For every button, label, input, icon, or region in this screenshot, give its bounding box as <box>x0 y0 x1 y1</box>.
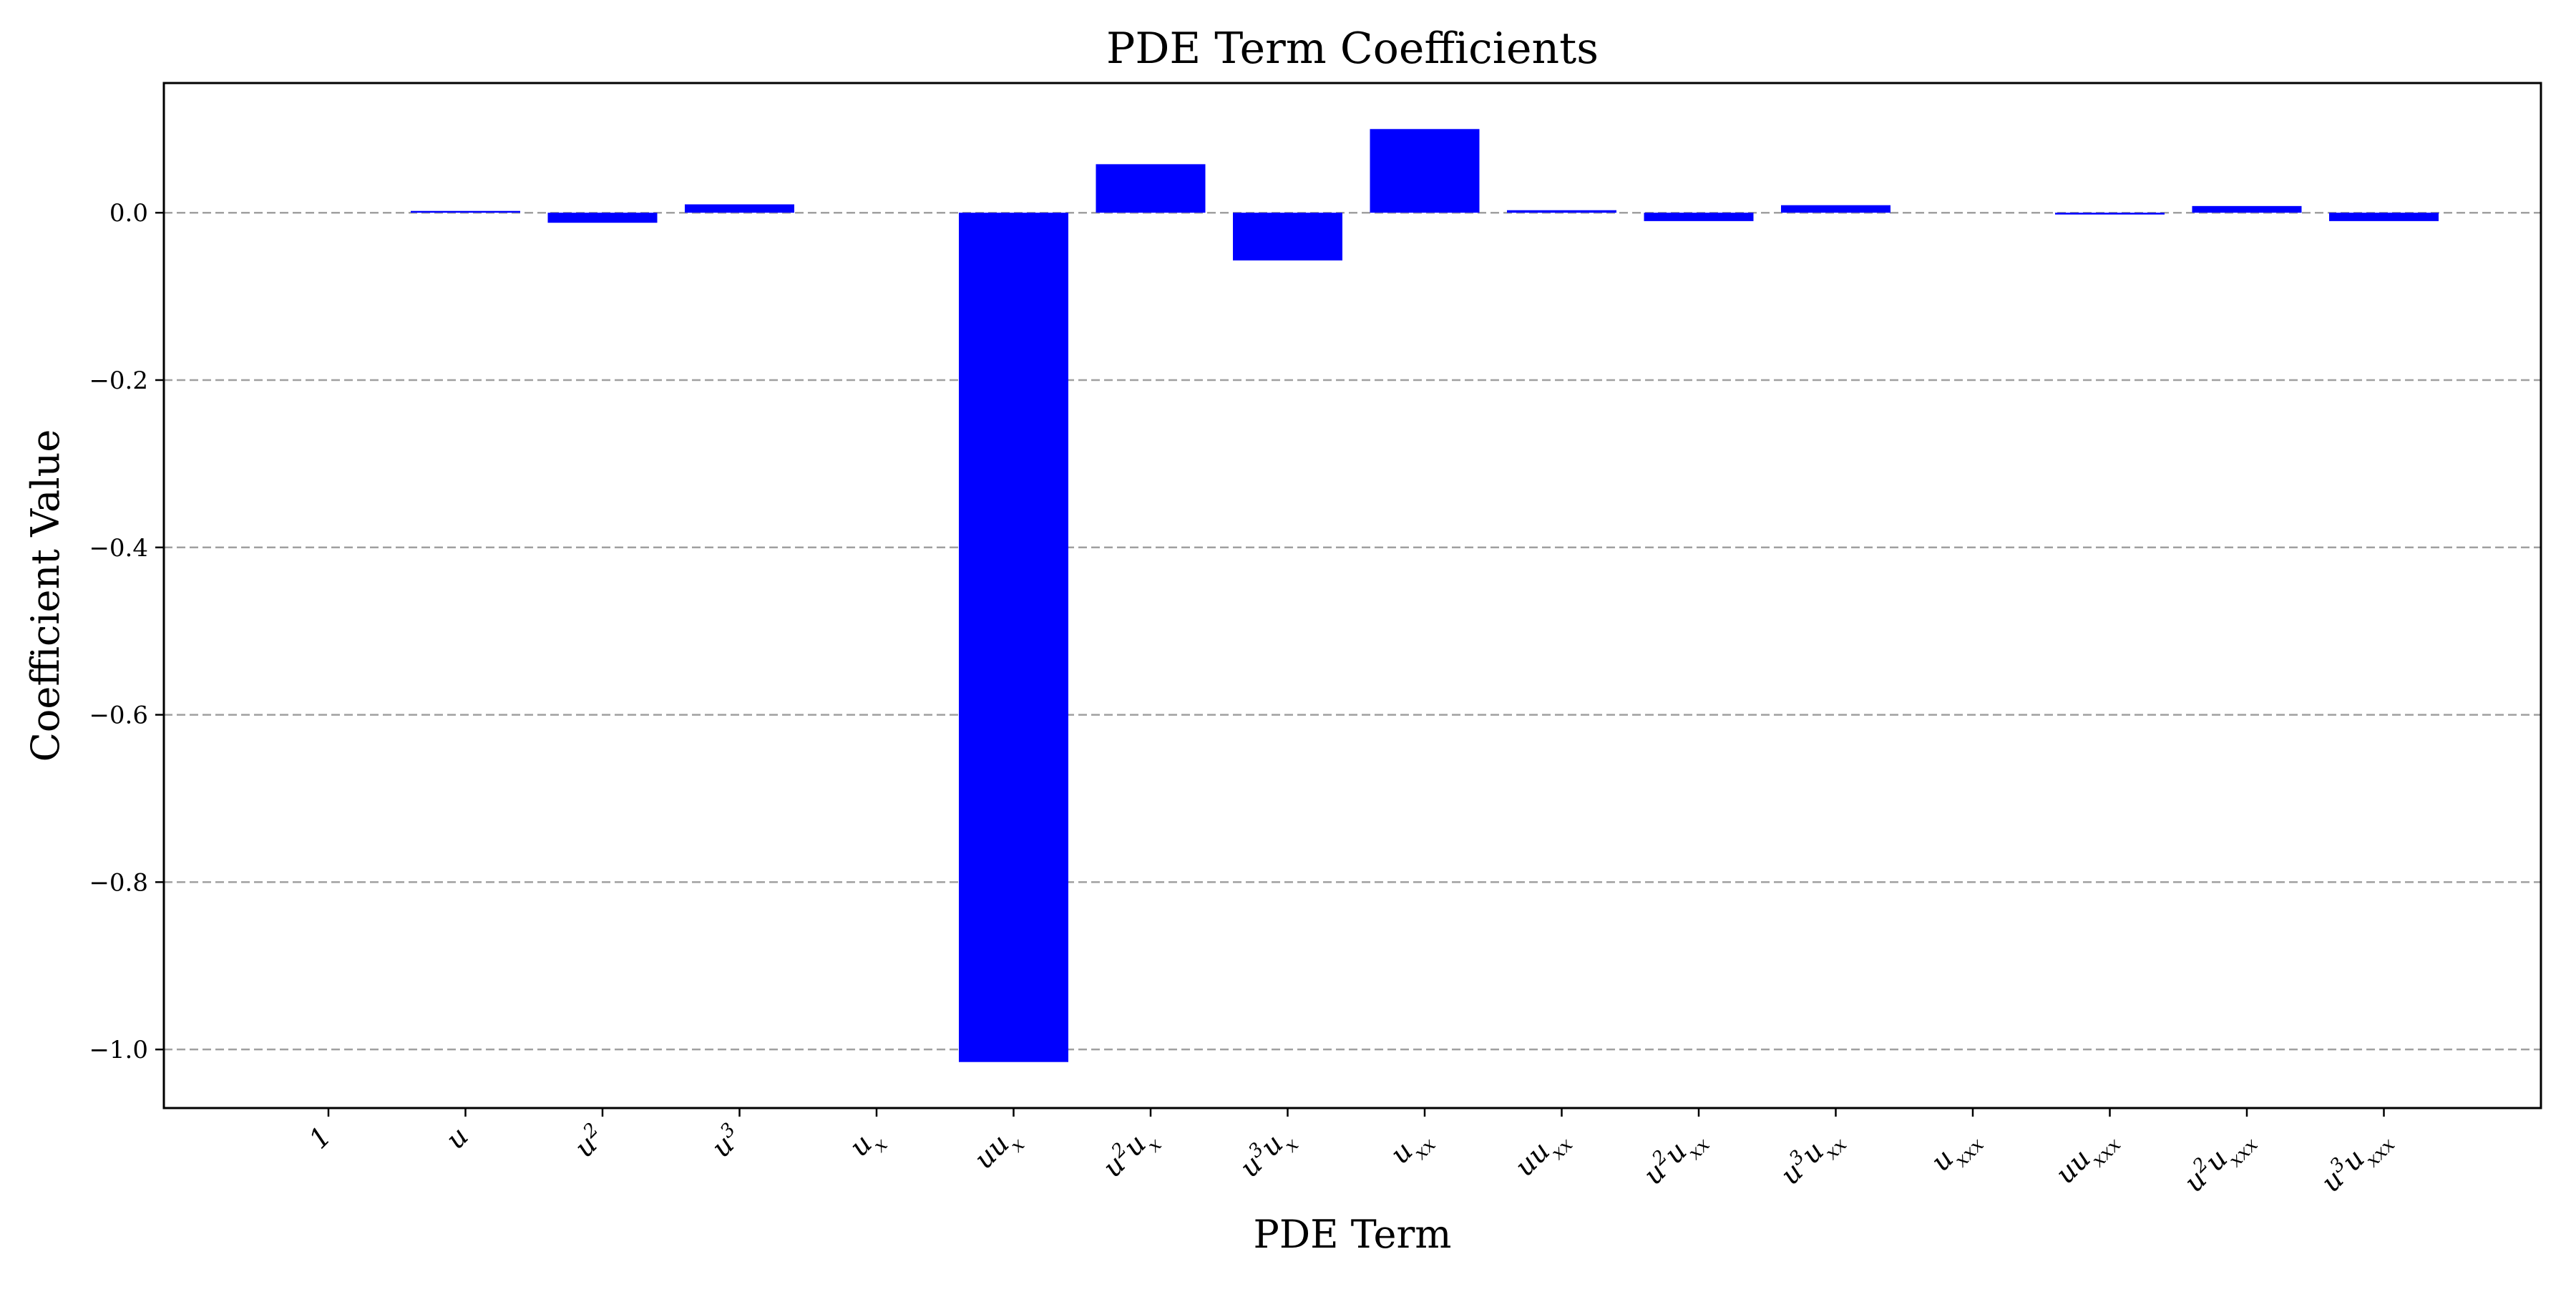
chart-title: PDE Term Coefficients <box>1106 24 1599 74</box>
x-tick-label: u3 <box>704 1119 748 1163</box>
x-tick-label: 1 <box>303 1120 337 1155</box>
bar <box>2055 213 2165 215</box>
x-tick-label: u3uxx <box>1773 1119 1852 1198</box>
bar <box>2192 205 2302 213</box>
plot-frame <box>162 82 2542 1109</box>
bar <box>547 213 658 223</box>
bar <box>685 204 794 213</box>
x-axis-label: PDE Term <box>1253 1212 1451 1257</box>
bars <box>411 129 2439 1062</box>
y-ticks: 0.0 −0.2 −0.4 −0.6 −0.8 −1.0 <box>89 199 164 1064</box>
bar <box>2329 213 2439 221</box>
x-tick-label: ux <box>844 1120 892 1169</box>
x-tick-label: uux <box>968 1120 1030 1182</box>
bar <box>1096 164 1206 213</box>
x-tick-label: u2ux <box>1095 1119 1166 1190</box>
x-tick-label: u3ux <box>1232 1119 1303 1190</box>
y-tick-label: −0.4 <box>89 534 148 563</box>
bar <box>411 210 520 213</box>
x-tick-label: u <box>439 1120 474 1155</box>
grid-lines <box>164 211 2541 1051</box>
x-tick-label: u2 <box>567 1119 611 1163</box>
x-tick-label: u3uxxx <box>2313 1119 2399 1205</box>
y-tick-label: −0.2 <box>89 366 148 395</box>
bar <box>1507 210 1616 213</box>
x-tick-label: uxx <box>1384 1120 1440 1177</box>
bar <box>1370 129 1480 213</box>
y-axis-label: Coefficient Value <box>23 429 68 762</box>
bar <box>1781 205 1890 213</box>
bar <box>959 213 1068 1062</box>
y-tick-label: −0.8 <box>89 868 148 897</box>
x-tick-label: uuxx <box>1508 1120 1577 1189</box>
bar <box>1233 213 1342 261</box>
y-tick-label: −0.6 <box>89 701 148 730</box>
bar <box>1644 213 1754 221</box>
y-tick-label: −1.0 <box>89 1036 148 1064</box>
x-tick-label: uxxx <box>1925 1120 1989 1184</box>
x-tick-label: u2uxxx <box>2177 1119 2263 1205</box>
y-tick-label: 0.0 <box>109 199 148 228</box>
x-tick-label: uuxxx <box>2049 1120 2125 1196</box>
x-tick-label: u2uxx <box>1636 1119 1714 1198</box>
